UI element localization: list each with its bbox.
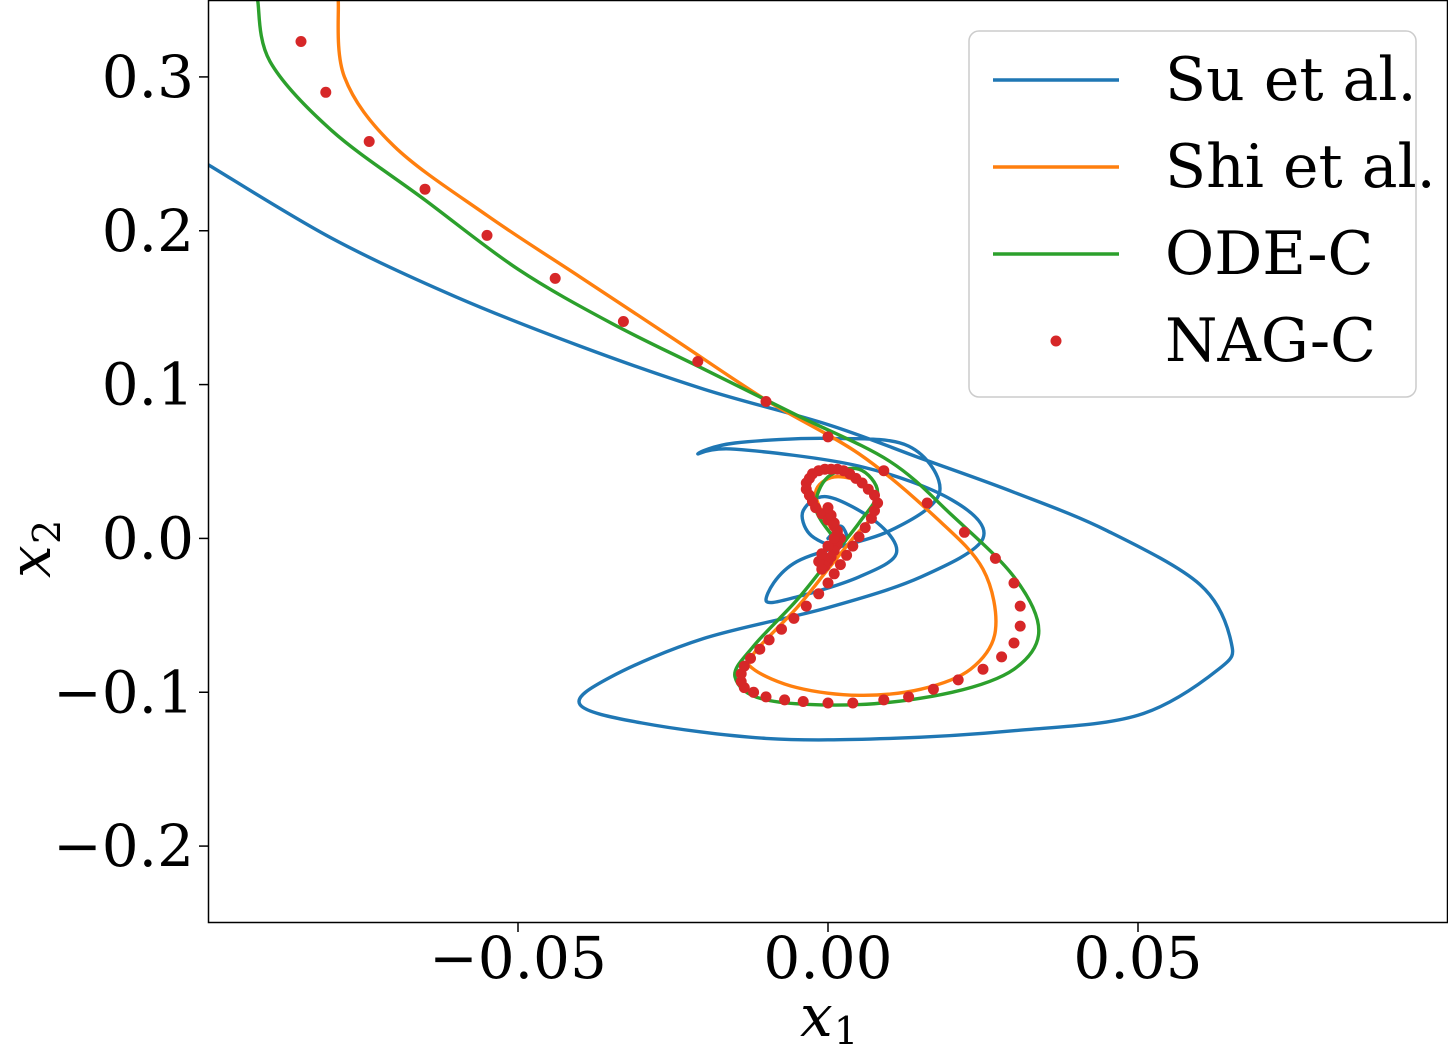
series-layer: [208, 0, 1235, 742]
data-point-nag-c: [760, 691, 772, 703]
data-point-nag-c: [822, 697, 834, 709]
data-point-nag-c: [617, 316, 629, 327]
data-point-nag-c: [822, 431, 834, 443]
y-tick-label: −0.1: [53, 658, 194, 726]
data-point-nag-c: [779, 694, 791, 706]
data-point-nag-c: [822, 502, 834, 514]
legend-label-su-et-al: Su et al.: [1165, 45, 1417, 115]
data-point-nag-c: [958, 526, 970, 538]
data-point-nag-c: [1008, 637, 1020, 649]
y-tick-label: 0.0: [102, 504, 194, 572]
data-point-nag-c: [549, 272, 561, 284]
data-point-nag-c: [952, 674, 964, 686]
series-line-ode-c: [255, 0, 1041, 707]
data-point-nag-c: [745, 652, 756, 664]
legend-label-nag-c: NAG-C: [1165, 306, 1376, 376]
data-point-nag-c: [847, 540, 859, 552]
data-point-nag-c: [1014, 600, 1026, 612]
x-axis-label-subscript: 1: [834, 1009, 858, 1044]
data-point-nag-c: [776, 623, 787, 635]
data-point-nag-c: [760, 396, 772, 407]
series-nag-c: [295, 36, 1026, 709]
data-point-nag-c: [738, 660, 750, 672]
y-axis-label: x 2: [0, 520, 69, 578]
legend-marker-nag-c: [1050, 335, 1062, 347]
data-point-nag-c: [1008, 577, 1020, 589]
data-point-nag-c: [822, 577, 834, 589]
legend-label-shi-et-al: Shi et al.: [1165, 132, 1436, 202]
y-tick-label: 0.2: [102, 197, 194, 265]
data-point-nag-c: [295, 36, 307, 47]
data-point-nag-c: [841, 549, 853, 561]
legend-frame: [968, 30, 1417, 398]
ticks-layer: −0.05 0.00 0.05 −0.2 −0.1 0.0 0.1 0.2 0.3: [53, 43, 1202, 992]
data-point-nag-c: [813, 588, 825, 600]
x-axis-label-base: x: [800, 982, 833, 1044]
series-line-su-et-al: [208, 162, 1235, 742]
data-point-nag-c: [735, 676, 747, 687]
data-point-nag-c: [878, 465, 890, 477]
legend: Su et al. Shi et al. ODE-C NAG-C: [968, 30, 1436, 398]
y-axis-label-subscript: 2: [25, 520, 69, 544]
data-point-nag-c: [822, 540, 834, 552]
data-point-nag-c: [800, 600, 812, 612]
x-axis-label: x 1: [800, 982, 858, 1044]
x-tick-label: 0.05: [1073, 924, 1202, 992]
data-point-nag-c: [763, 634, 775, 646]
data-point-nag-c: [996, 651, 1008, 663]
data-point-nag-c: [692, 356, 704, 367]
data-point-nag-c: [828, 568, 840, 580]
data-point-nag-c: [363, 136, 375, 147]
data-point-nag-c: [797, 696, 809, 707]
legend-label-ode-c: ODE-C: [1165, 219, 1373, 289]
data-point-nag-c: [816, 548, 828, 560]
data-point-nag-c: [989, 552, 1001, 564]
data-point-nag-c: [878, 694, 890, 706]
data-point-nag-c: [748, 686, 760, 698]
data-point-nag-c: [903, 691, 915, 703]
data-point-nag-c: [847, 697, 859, 709]
data-point-nag-c: [788, 612, 800, 624]
data-point-nag-c: [320, 86, 332, 98]
data-point-nag-c: [977, 663, 989, 675]
data-point-nag-c: [921, 497, 933, 509]
y-axis-label-base: x: [0, 545, 64, 578]
x-tick-label: −0.05: [429, 924, 607, 992]
data-point-nag-c: [927, 683, 939, 695]
x-tick-label: 0.00: [763, 924, 892, 992]
data-point-nag-c: [754, 643, 766, 655]
data-point-nag-c: [419, 183, 431, 195]
y-tick-label: 0.3: [102, 43, 194, 111]
data-point-nag-c: [859, 522, 871, 534]
data-point-nag-c: [1014, 620, 1026, 632]
data-point-nag-c: [481, 229, 493, 241]
data-point-nag-c: [834, 559, 846, 571]
data-point-nag-c: [853, 531, 865, 543]
y-tick-label: 0.1: [102, 351, 194, 419]
y-tick-label: −0.2: [53, 812, 194, 880]
